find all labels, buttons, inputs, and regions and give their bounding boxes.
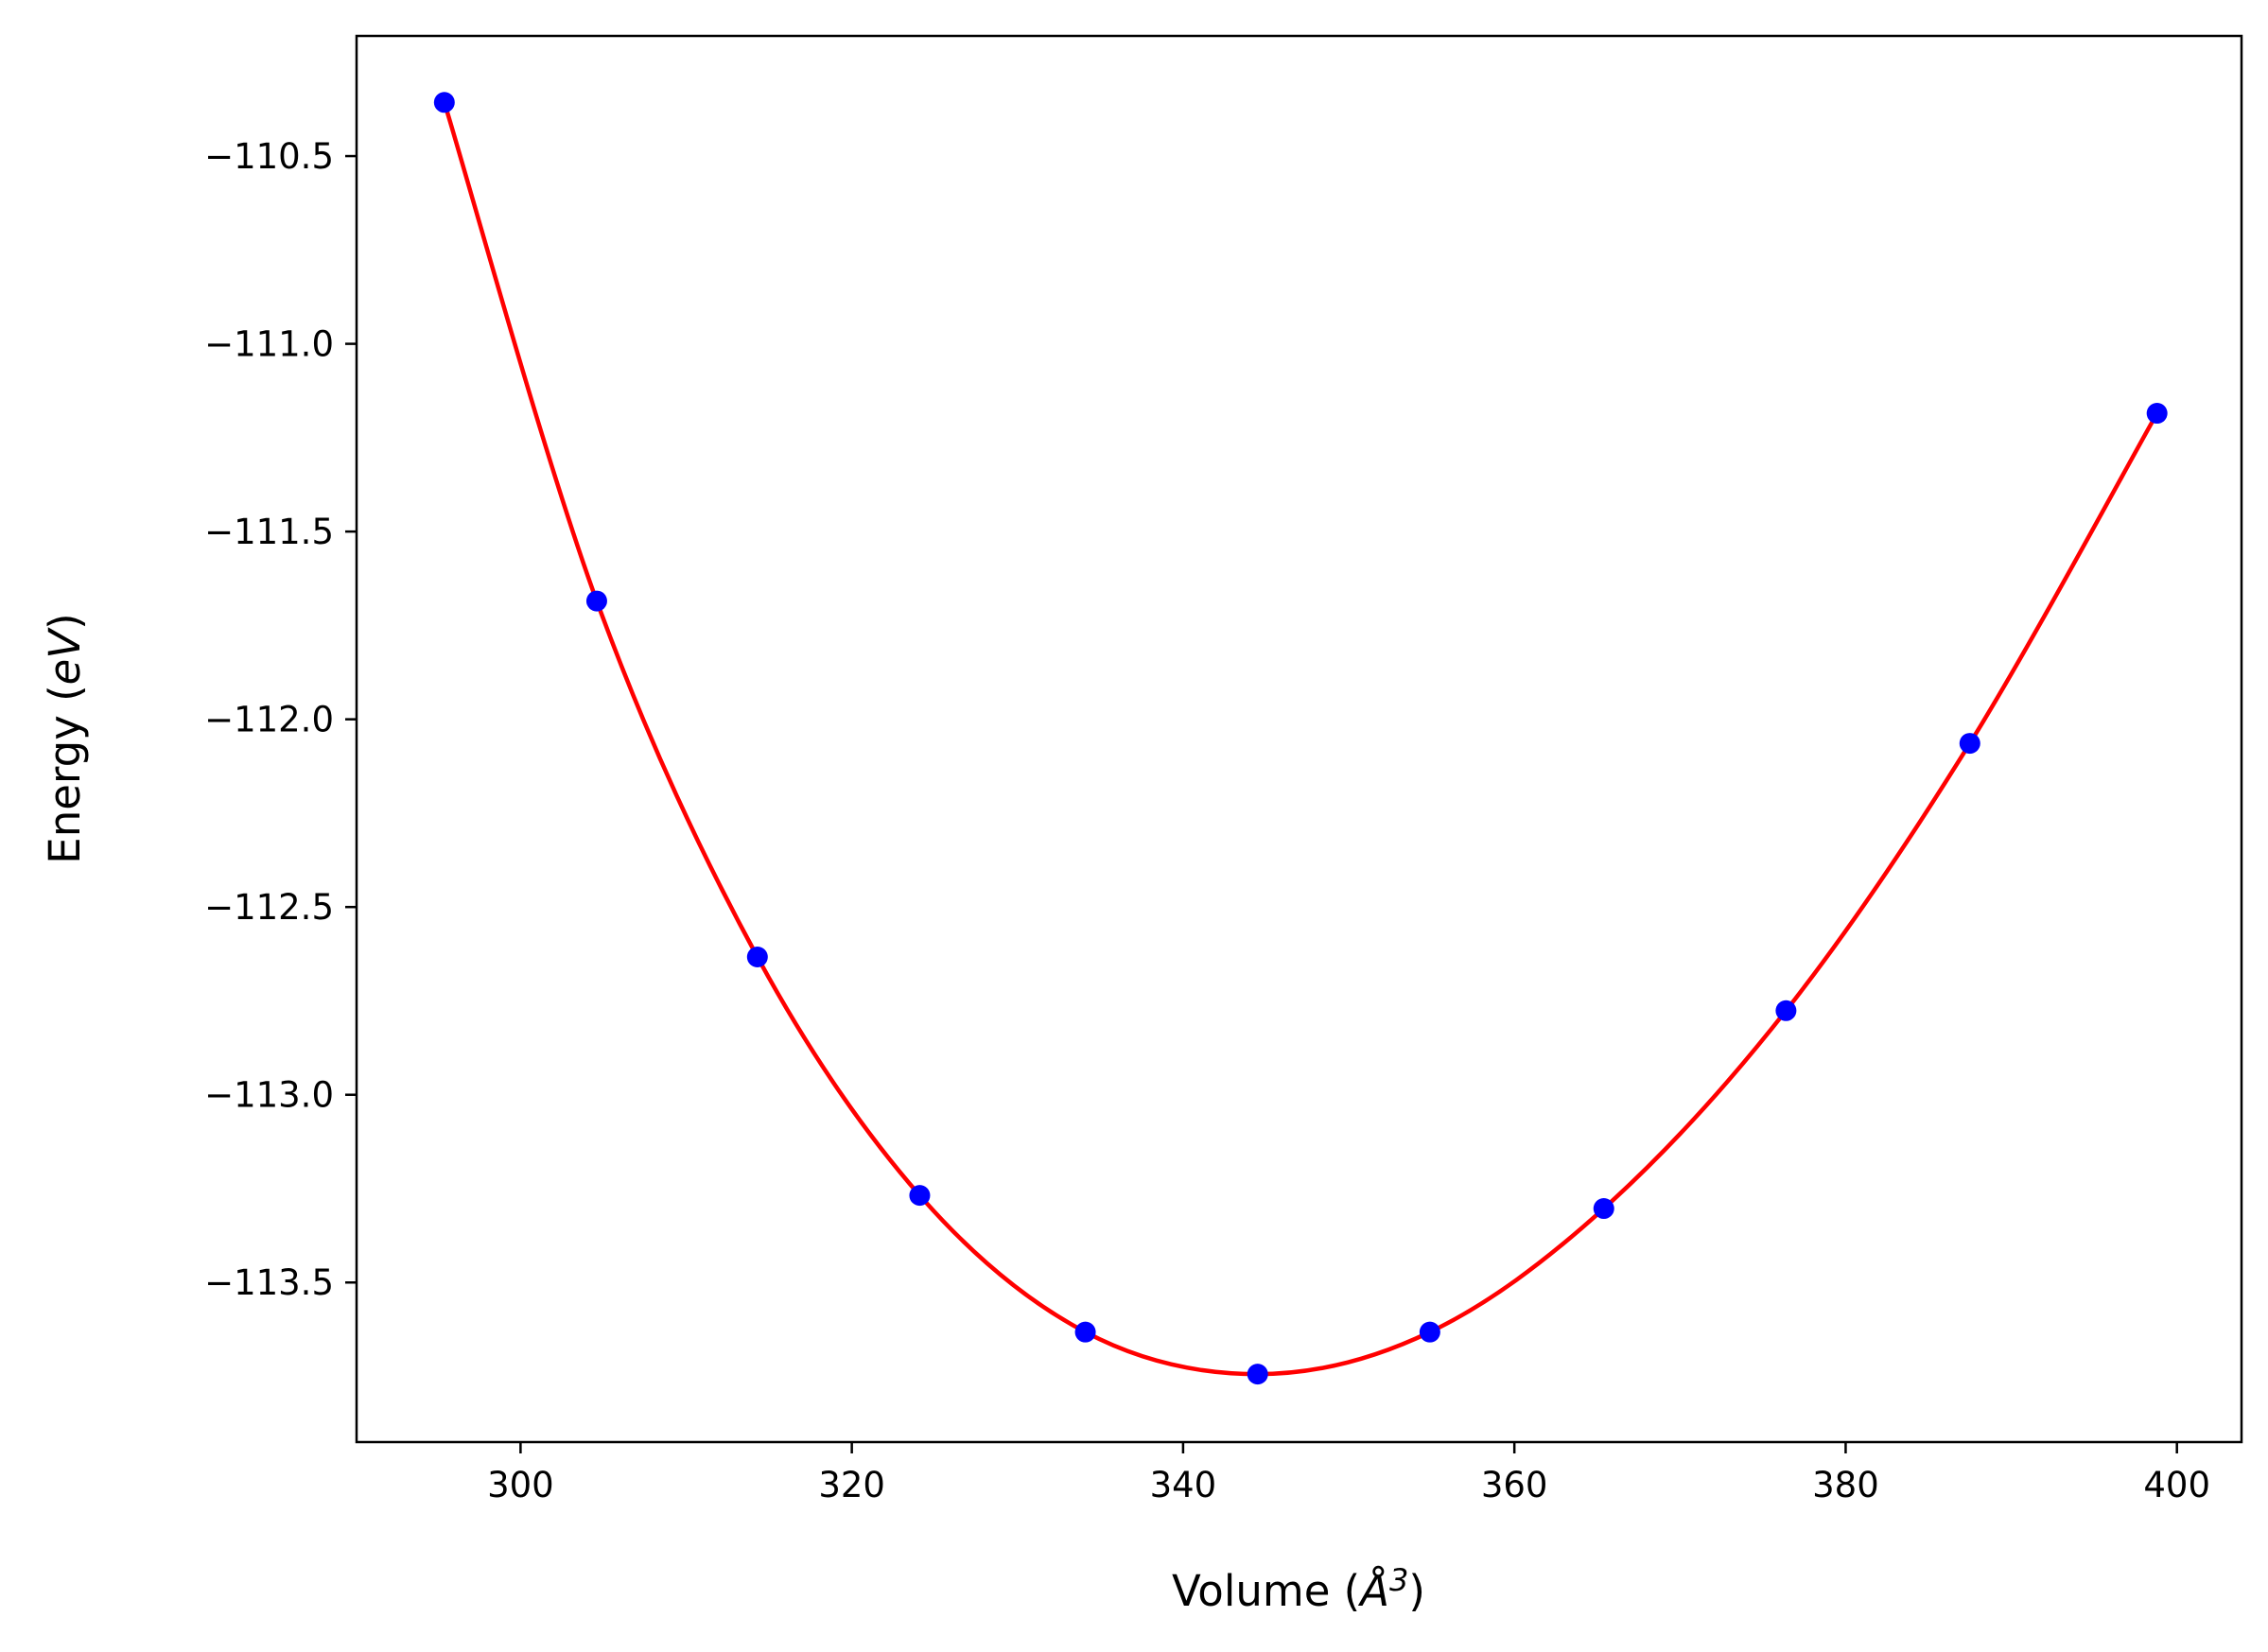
y-tick-label: −112.5 bbox=[204, 887, 334, 928]
x-tick-label: 340 bbox=[1150, 1465, 1217, 1505]
data-point bbox=[1593, 1198, 1614, 1220]
x-tick-label: 360 bbox=[1481, 1465, 1548, 1505]
x-tick-label: 300 bbox=[487, 1465, 554, 1505]
y-axis-ticks: −110.5 −111.0 −111.5 −112.0 −112.5 −113.0 −113… bbox=[204, 136, 357, 1303]
fit-curve-layer bbox=[442, 101, 2159, 1377]
data-point bbox=[1419, 1321, 1440, 1343]
data-point bbox=[1775, 1000, 1797, 1021]
y-tick-label: −113.5 bbox=[204, 1262, 334, 1303]
data-point bbox=[2146, 403, 2168, 425]
data-point bbox=[746, 946, 768, 967]
data-points-layer bbox=[433, 92, 2168, 1385]
data-point bbox=[1074, 1321, 1096, 1343]
plot-frame bbox=[355, 34, 2243, 1444]
data-point bbox=[909, 1185, 931, 1207]
y-tick-label: −111.5 bbox=[204, 512, 334, 552]
y-tick-label: −113.0 bbox=[204, 1075, 334, 1116]
y-tick-label: −111.0 bbox=[204, 324, 334, 365]
x-axis-label: Volume (Å3) bbox=[1172, 1562, 1425, 1616]
data-point bbox=[585, 590, 607, 612]
y-axis-label: Energy (eV) bbox=[40, 613, 90, 863]
x-tick-label: 380 bbox=[1812, 1465, 1879, 1505]
y-tick-label: −110.5 bbox=[204, 136, 334, 177]
data-point bbox=[1247, 1364, 1268, 1385]
data-point bbox=[433, 92, 455, 113]
data-point bbox=[1959, 733, 1980, 755]
fit-curve bbox=[442, 101, 2159, 1377]
x-axis-ticks: 300 320 340 360 380 400 bbox=[487, 1442, 2210, 1505]
x-tick-label: 320 bbox=[818, 1465, 885, 1505]
y-tick-label: −112.0 bbox=[204, 700, 334, 740]
x-tick-label: 400 bbox=[2143, 1465, 2210, 1505]
